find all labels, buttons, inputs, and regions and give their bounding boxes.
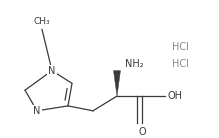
Text: CH₃: CH₃ [34,17,50,26]
Text: O: O [138,127,146,137]
Polygon shape [113,71,120,96]
Text: NH₂: NH₂ [125,59,144,69]
Text: HCl: HCl [172,42,189,52]
Text: OH: OH [168,91,183,101]
Text: N: N [33,106,41,116]
Text: HCl: HCl [172,59,189,69]
Text: N: N [48,66,56,76]
